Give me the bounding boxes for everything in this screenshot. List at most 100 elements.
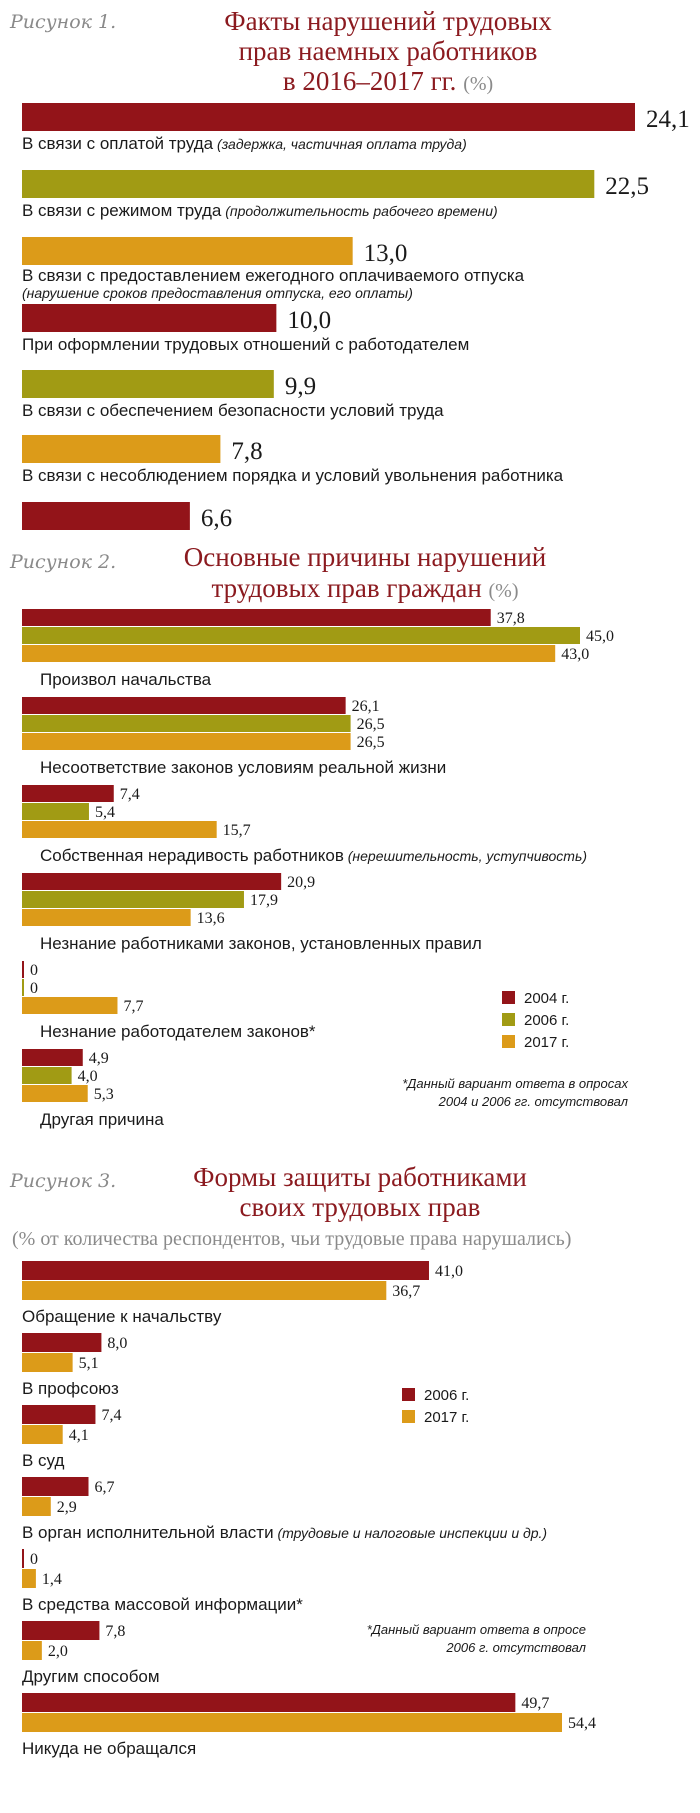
legend-label-1: 2006 г. — [424, 1387, 469, 1404]
category-label-4: При оформлении трудовых отношений с рабо… — [22, 335, 469, 354]
category-name: Произвол начальства — [40, 670, 212, 689]
bar-group-3-series-2 — [22, 1425, 63, 1444]
figure-1-title-line-2: прав наемных работников — [239, 36, 538, 66]
legend-label-2: 2017 г. — [424, 1409, 469, 1426]
value-label-6-1: 7,8 — [105, 1623, 125, 1640]
category-note: (трудовые и налоговые инспекции и др.) — [274, 1525, 548, 1541]
category-label-5: Незнание работодателем законов* — [40, 1022, 316, 1041]
category-label-1: Произвол начальства — [40, 670, 212, 689]
value-label-5-1: 0 — [30, 962, 38, 979]
title-text: в 2016–2017 гг. — [283, 66, 463, 96]
value-label-4: 10,0 — [287, 307, 331, 334]
value-label-6-2: 4,0 — [78, 1068, 98, 1085]
legend-swatch-1 — [502, 991, 515, 1004]
bar-group-4-series-2 — [22, 1497, 51, 1516]
figure-3: Рисунок 3. Формы защиты работникамисвоих … — [9, 1162, 596, 1758]
figure-2-title-line-1: Основные причины нарушений — [184, 542, 546, 572]
value-label-2-1: 26,1 — [352, 698, 380, 715]
value-label-1-1: 37,8 — [497, 610, 525, 627]
figure-1-title-line-3: в 2016–2017 гг. (%) — [283, 66, 493, 96]
figure-2: Рисунок 2. Основные причины нарушенийтруд… — [9, 542, 629, 1129]
figure-3-subtitle: (% от количества респондентов, чьи трудо… — [12, 1228, 571, 1250]
bar-4 — [22, 304, 277, 332]
value-label-5-3: 7,7 — [123, 998, 143, 1015]
bar-1 — [22, 103, 635, 131]
bar-group-5-series-2 — [22, 979, 24, 996]
category-name: В связи с несоблюдением порядка и услови… — [22, 466, 564, 485]
value-label-6: 7,8 — [231, 438, 262, 465]
category-name: В профсоюз — [22, 1379, 119, 1398]
value-label-7: 6,6 — [201, 505, 232, 532]
value-label-6-3: 5,3 — [94, 1086, 114, 1103]
category-label-4: Незнание работниками законов, установлен… — [40, 934, 482, 953]
value-label-4-3: 13,6 — [197, 910, 225, 927]
figure-3-title-line-1: Формы защиты работниками — [193, 1162, 527, 1192]
legend-swatch-2 — [502, 1013, 515, 1026]
value-label-1-2: 45,0 — [586, 628, 614, 645]
bar-group-4-series-1 — [22, 873, 282, 890]
legend-swatch-2 — [402, 1410, 415, 1423]
footnote-line-2: 2006 г. отсутствовал — [445, 1640, 586, 1655]
bar-7 — [22, 502, 190, 530]
footnote-line-2: 2004 и 2006 гг. отсутствовал — [438, 1094, 629, 1109]
bar-group-6-series-1 — [22, 1621, 100, 1640]
value-label-2: 22,5 — [605, 173, 649, 200]
category-note: (нерешительность, уступчивость) — [344, 848, 587, 864]
bar-group-2-series-3 — [22, 733, 351, 750]
bar-group-6-series-1 — [22, 1049, 83, 1066]
bar-group-6-series-3 — [22, 1085, 88, 1102]
category-label-2: Несоответствие законов условиям реальной… — [40, 758, 446, 777]
figure-3-title-line-2: своих трудовых прав — [240, 1192, 481, 1222]
figure-1-label: Рисунок 1. — [9, 11, 116, 33]
value-label-2-1: 8,0 — [107, 1335, 127, 1352]
value-label-1-1: 41,0 — [435, 1263, 463, 1280]
bar-group-2-series-2 — [22, 715, 351, 732]
figure-2-title-line-2: трудовых прав граждан (%) — [212, 573, 519, 603]
category-label-3: Собственная нерадивость работников (нере… — [40, 846, 587, 865]
legend-swatch-3 — [502, 1035, 515, 1048]
bar-6 — [22, 435, 221, 463]
value-label-6-1: 4,9 — [89, 1050, 109, 1067]
bar-group-2-series-2 — [22, 1353, 73, 1372]
legend-label-1: 2004 г. — [524, 990, 569, 1007]
bar-group-3-series-1 — [22, 785, 114, 802]
bar-group-3-series-3 — [22, 821, 217, 838]
bar-group-3-series-2 — [22, 803, 89, 820]
category-label-2: В профсоюз — [22, 1379, 119, 1398]
category-label-6: В связи с несоблюдением порядка и услови… — [22, 466, 564, 485]
category-label-1: В связи с оплатой труда (задержка, части… — [22, 134, 467, 153]
category-label-6: Другим способом — [22, 1667, 160, 1686]
value-label-4-2: 17,9 — [250, 892, 278, 909]
category-note-3: (нарушение сроков предоставления отпуска… — [22, 285, 413, 301]
value-label-4-1: 6,7 — [95, 1479, 115, 1496]
value-label-5-1: 0 — [30, 1551, 38, 1568]
bar-5 — [22, 370, 274, 398]
bar-group-1-series-2 — [22, 627, 580, 644]
category-name: Никуда не обращался — [22, 1739, 196, 1758]
title-unit: (%) — [489, 580, 519, 602]
category-label-2: В связи с режимом труда (продолжительнос… — [22, 201, 498, 220]
category-name: В связи с обеспечением безопасности усло… — [22, 401, 444, 420]
figure-2-label: Рисунок 2. — [9, 551, 116, 573]
value-label-3-2: 4,1 — [69, 1427, 89, 1444]
category-label-3: В суд — [22, 1451, 64, 1470]
bar-group-5-series-1 — [22, 961, 24, 978]
value-label-1-3: 43,0 — [561, 646, 589, 663]
bar-group-5-series-3 — [22, 997, 118, 1014]
value-label-3-1: 7,4 — [101, 1407, 121, 1424]
category-name: Несоответствие законов условиям реальной… — [40, 758, 446, 777]
bar-group-4-series-2 — [22, 891, 244, 908]
bar-group-6-series-2 — [22, 1641, 42, 1660]
category-label-4: В орган исполнительной власти (трудовые … — [22, 1523, 547, 1542]
bar-group-2-series-1 — [22, 1333, 102, 1352]
category-name: Другим способом — [22, 1667, 160, 1686]
value-label-2-2: 5,1 — [79, 1355, 99, 1372]
category-name: В связи с режимом труда — [22, 201, 222, 220]
value-label-7-1: 49,7 — [521, 1695, 549, 1712]
category-label-1: Обращение к начальству — [22, 1307, 222, 1326]
category-label-3: В связи с предоставлением ежегодного опл… — [22, 266, 525, 285]
bar-group-1-series-1 — [22, 1261, 429, 1280]
category-name: В суд — [22, 1451, 64, 1470]
figure-1-title-line-1: Факты нарушений трудовых — [224, 6, 552, 36]
